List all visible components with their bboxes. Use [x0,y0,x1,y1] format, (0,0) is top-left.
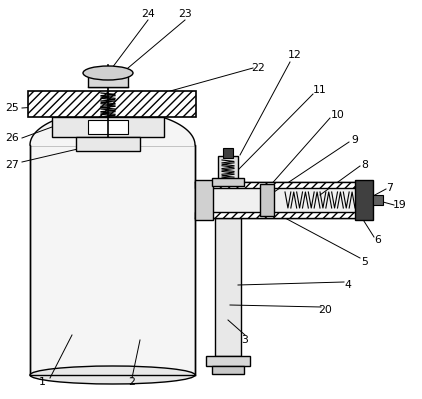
Text: 26: 26 [5,133,19,143]
Bar [355,180,373,220]
Text: 2: 2 [129,377,135,387]
Bar [76,137,140,151]
Bar [215,218,241,356]
Text: 19: 19 [393,200,407,210]
Bar [195,188,370,212]
Bar [260,184,274,216]
Text: 12: 12 [288,50,302,60]
Bar [195,182,370,188]
Text: 8: 8 [362,160,368,170]
Text: 27: 27 [5,160,19,170]
Bar [212,366,244,374]
Ellipse shape [83,66,133,80]
Bar [52,117,164,137]
Bar [373,195,383,205]
Bar [218,156,238,182]
Bar [212,178,244,186]
Text: 22: 22 [251,63,265,73]
Text: 20: 20 [318,305,332,315]
Bar [28,91,196,117]
Text: 4: 4 [344,280,352,290]
Ellipse shape [30,366,195,384]
Bar [195,212,370,218]
Bar [195,180,213,220]
Text: 1: 1 [38,377,46,387]
Text: 25: 25 [5,103,19,113]
Bar [223,148,233,158]
Bar [88,120,128,134]
Text: 10: 10 [331,110,345,120]
Text: 9: 9 [352,135,358,145]
Bar [88,73,128,87]
Text: 5: 5 [362,257,368,267]
Text: 11: 11 [313,85,327,95]
Text: 23: 23 [178,9,192,19]
Text: 6: 6 [375,235,381,245]
Bar [206,356,250,366]
Text: 3: 3 [241,335,249,345]
Text: 7: 7 [387,183,393,193]
Polygon shape [30,110,195,145]
Text: 24: 24 [141,9,155,19]
Bar [30,145,195,375]
